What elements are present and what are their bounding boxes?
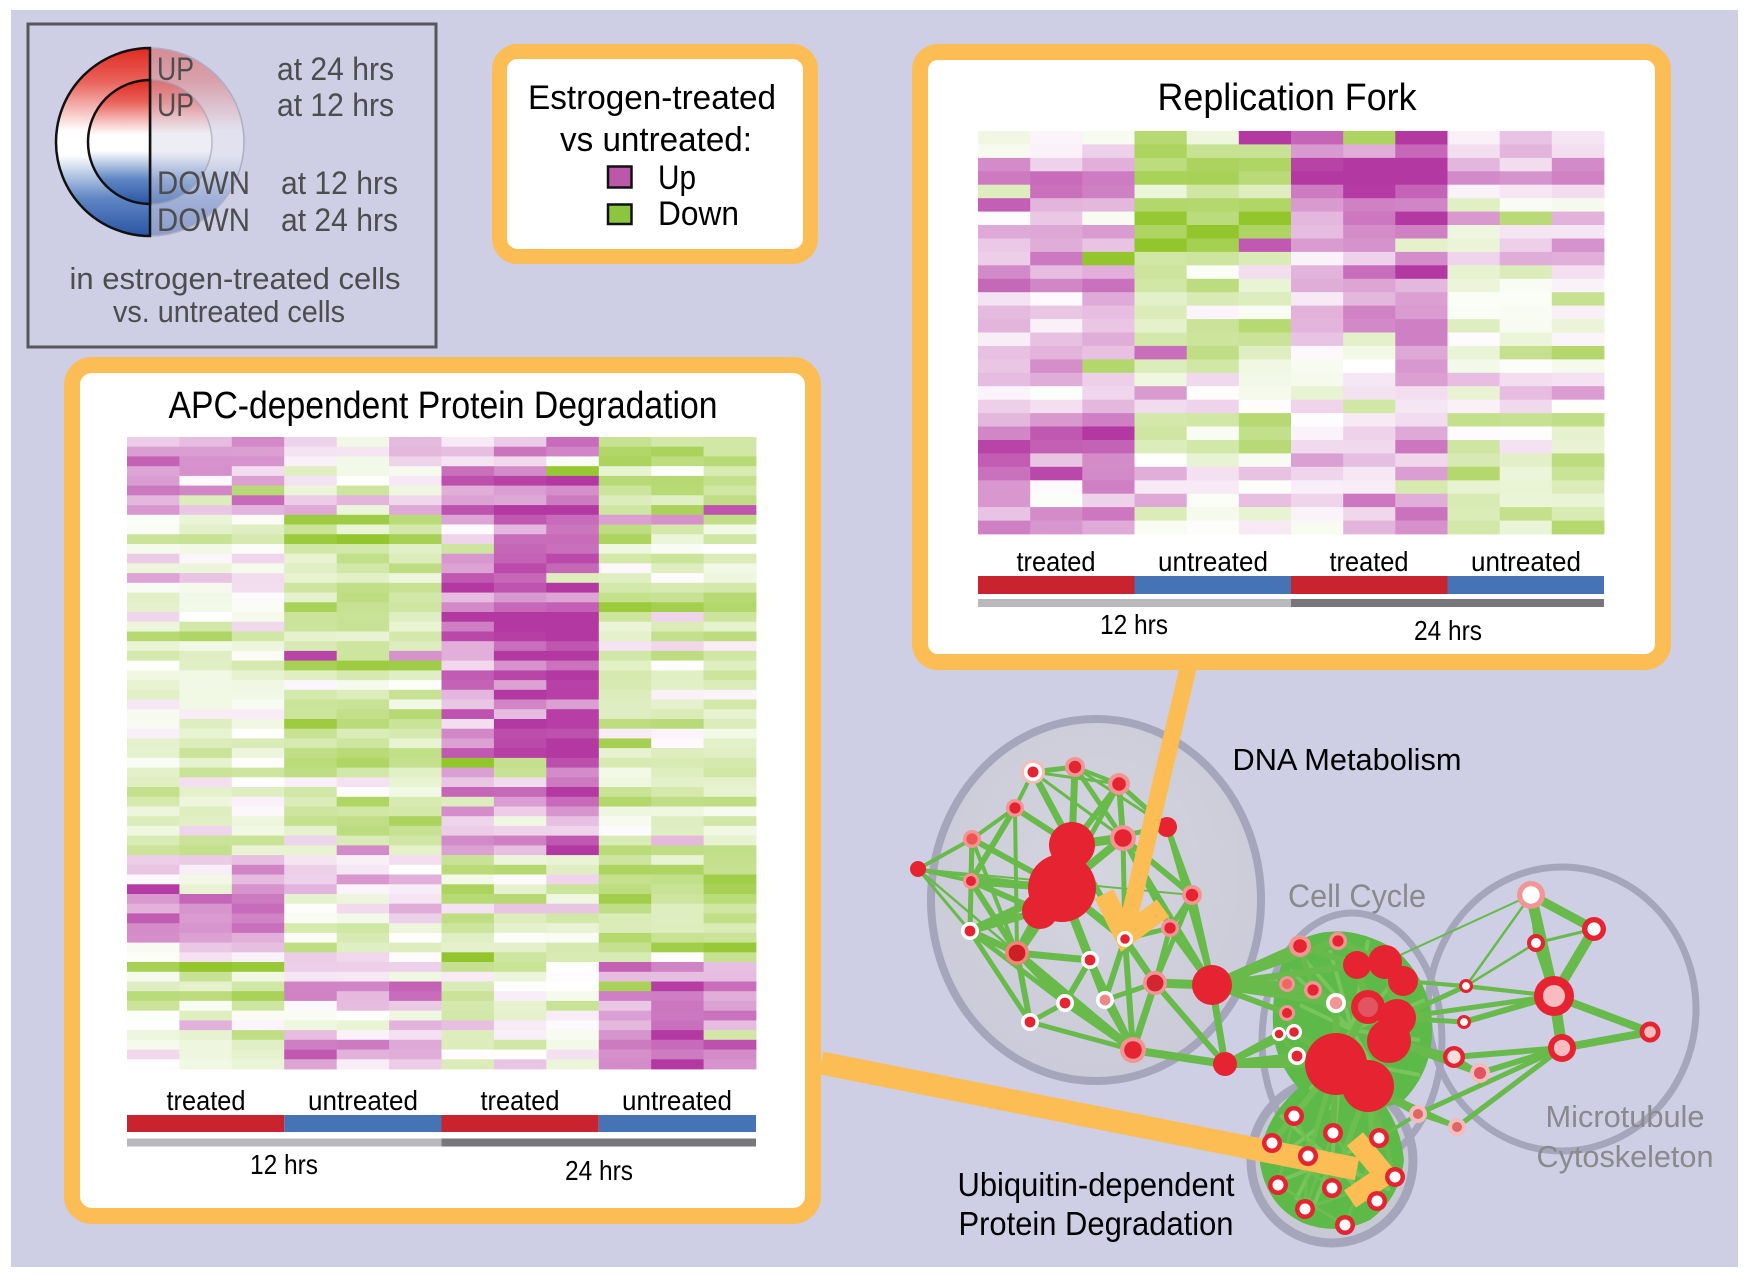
svg-text:untreated: untreated — [1471, 546, 1581, 577]
svg-text:DOWN: DOWN — [157, 202, 250, 238]
svg-text:Down: Down — [658, 195, 739, 233]
svg-text:12 hrs: 12 hrs — [1100, 609, 1168, 640]
svg-text:24 hrs: 24 hrs — [1414, 615, 1482, 646]
svg-text:vs untreated:: vs untreated: — [560, 121, 752, 159]
svg-text:at 12 hrs: at 12 hrs — [277, 87, 394, 123]
svg-text:at 24 hrs: at 24 hrs — [281, 202, 398, 238]
svg-text:Replication Fork: Replication Fork — [1158, 77, 1418, 119]
svg-text:untreated: untreated — [308, 1085, 418, 1116]
svg-text:APC-dependent Protein Degradat: APC-dependent Protein Degradation — [169, 385, 718, 427]
svg-text:untreated: untreated — [622, 1085, 732, 1116]
svg-text:24 hrs: 24 hrs — [565, 1155, 633, 1186]
svg-text:UP: UP — [157, 87, 194, 123]
svg-text:Estrogen-treated: Estrogen-treated — [528, 79, 776, 117]
svg-text:Cytoskeleton: Cytoskeleton — [1537, 1139, 1714, 1174]
svg-text:Up: Up — [658, 159, 696, 197]
svg-text:DOWN: DOWN — [157, 165, 250, 201]
svg-text:Ubiquitin-dependent: Ubiquitin-dependent — [958, 1166, 1235, 1203]
svg-text:vs. untreated cells: vs. untreated cells — [113, 294, 345, 329]
svg-text:treated: treated — [167, 1085, 246, 1116]
svg-text:treated: treated — [1330, 546, 1409, 577]
svg-text:treated: treated — [1017, 546, 1096, 577]
svg-text:12 hrs: 12 hrs — [250, 1149, 318, 1180]
svg-text:DNA Metabolism: DNA Metabolism — [1233, 742, 1462, 777]
svg-text:UP: UP — [157, 51, 194, 87]
svg-text:untreated: untreated — [1158, 546, 1268, 577]
svg-text:Microtubule: Microtubule — [1546, 1099, 1705, 1134]
svg-text:in estrogen-treated cells: in estrogen-treated cells — [70, 261, 401, 296]
svg-text:treated: treated — [481, 1085, 560, 1116]
svg-text:at 12 hrs: at 12 hrs — [281, 165, 398, 201]
svg-text:Protein Degradation: Protein Degradation — [959, 1205, 1234, 1242]
svg-text:Cell Cycle: Cell Cycle — [1288, 878, 1426, 914]
svg-text:at 24 hrs: at 24 hrs — [277, 51, 394, 87]
